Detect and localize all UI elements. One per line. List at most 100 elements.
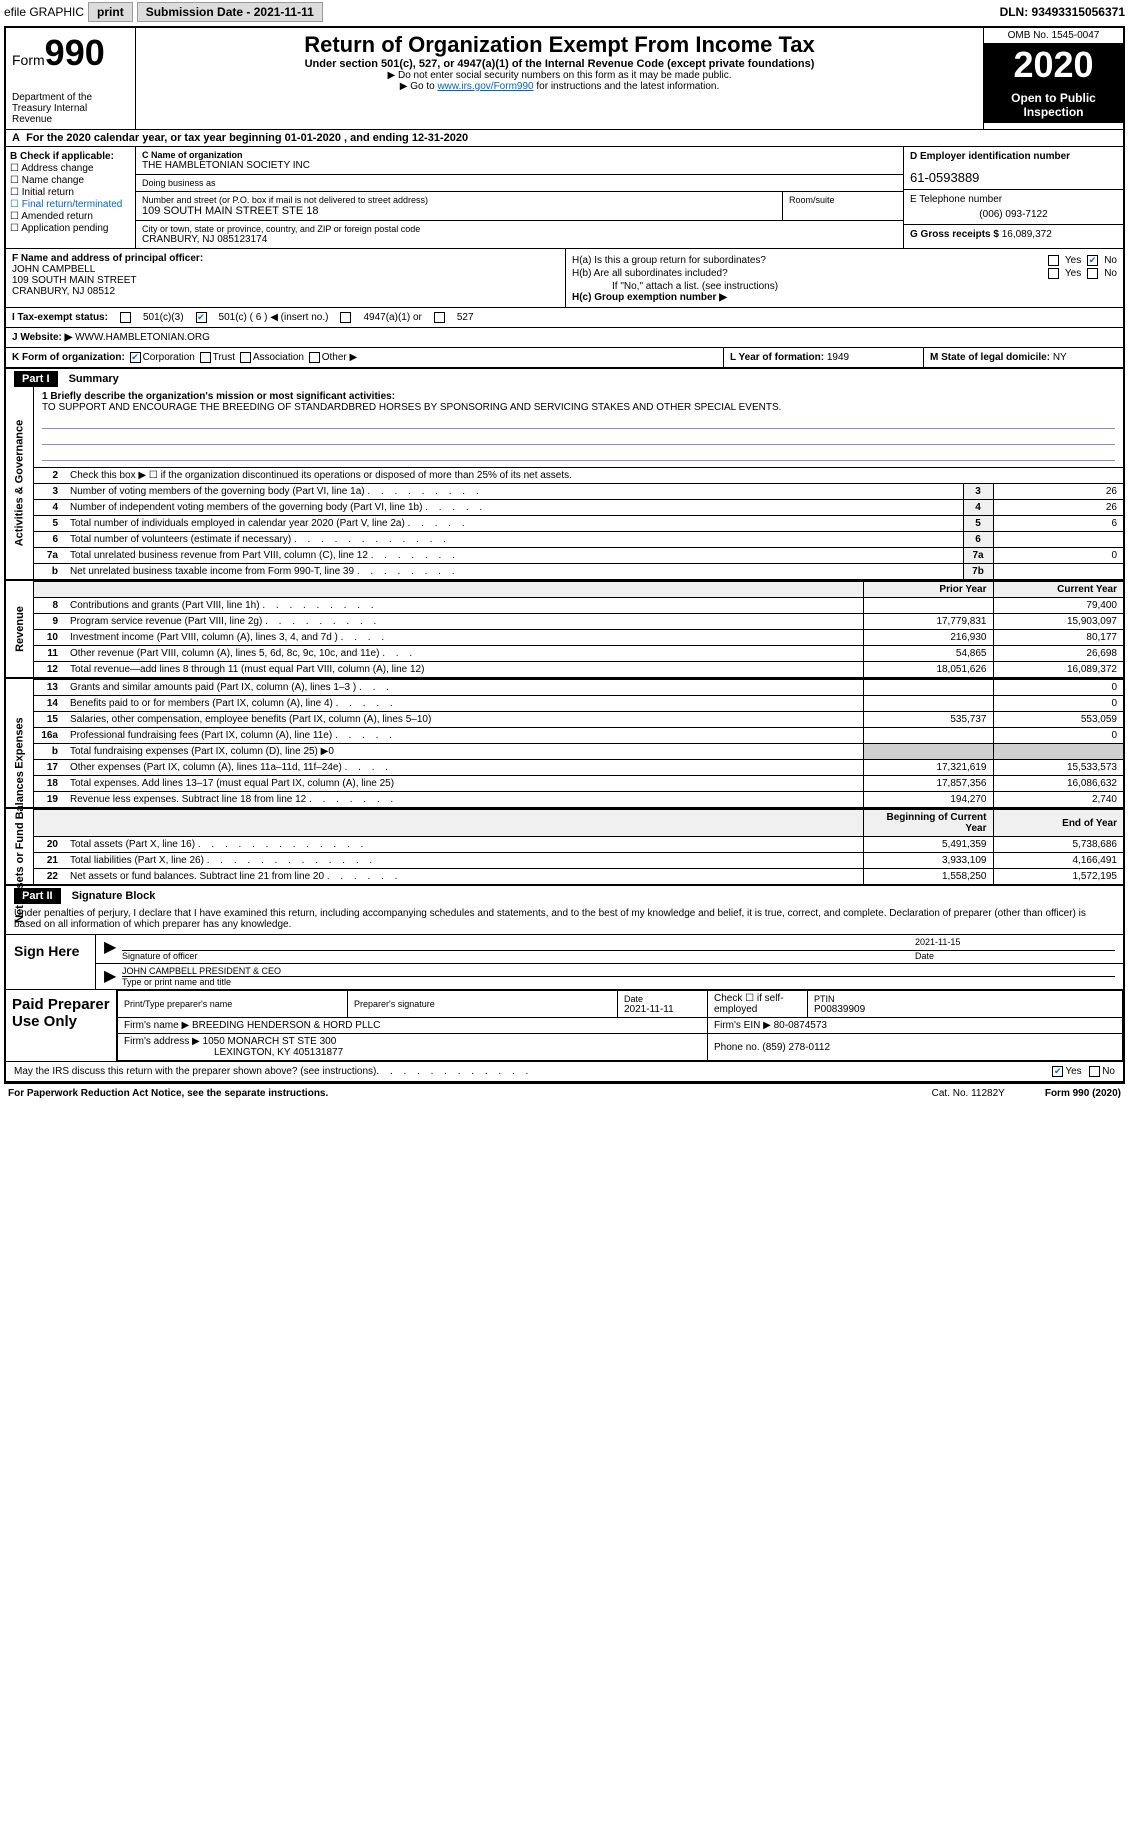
chk-pending[interactable]: ☐ Application pending <box>10 223 131 234</box>
pra-notice: For Paperwork Reduction Act Notice, see … <box>8 1088 328 1099</box>
line15-text: Salaries, other compensation, employee b… <box>64 712 863 728</box>
ha-label: H(a) Is this a group return for subordin… <box>572 255 1042 266</box>
firm-name-value: BREEDING HENDERSON & HORD PLLC <box>192 1020 380 1031</box>
line15-curr: 553,059 <box>993 712 1123 728</box>
tax-year: 2020 <box>984 44 1123 87</box>
line21-text: Total liabilities (Part X, line 26) . . … <box>64 853 863 869</box>
line8-text: Contributions and grants (Part VIII, lin… <box>64 598 863 614</box>
line22-end: 1,572,195 <box>993 869 1123 885</box>
form-subtitle: Under section 501(c), 527, or 4947(a)(1)… <box>140 58 979 70</box>
chk-trust[interactable] <box>200 352 211 363</box>
firm-phone-value: (859) 278-0112 <box>762 1042 830 1053</box>
prep-name-label: Print/Type preparer's name <box>124 999 341 1009</box>
chk-amended[interactable]: ☐ Amended return <box>10 211 131 222</box>
tax-status-label: I Tax-exempt status: <box>12 312 108 323</box>
irs-link[interactable]: www.irs.gov/Form990 <box>437 81 533 92</box>
period-label: A For the 2020 calendar year, or tax yea… <box>6 130 1123 147</box>
line20-text: Total assets (Part X, line 16) . . . . .… <box>64 837 863 853</box>
line9-curr: 15,903,097 <box>993 614 1123 630</box>
ein-label: D Employer identification number <box>910 151 1117 162</box>
line3-val: 26 <box>993 484 1123 500</box>
line12-curr: 16,089,372 <box>993 662 1123 678</box>
lyear-label: L Year of formation: <box>730 352 824 363</box>
city-value: CRANBURY, NJ 085123174 <box>142 234 897 245</box>
line18-curr: 16,086,632 <box>993 776 1123 792</box>
sig-date-value: 2021-11-15 <box>915 937 1115 951</box>
form-title: Return of Organization Exempt From Incom… <box>140 32 979 58</box>
hc-label: H(c) Group exemption number ▶ <box>572 292 1117 303</box>
line16a-text: Professional fundraising fees (Part IX, … <box>64 728 863 744</box>
chk-address-change[interactable]: ☐ Address change <box>10 163 131 174</box>
prep-check-label: Check ☐ if self-employed <box>708 991 808 1018</box>
gross-label: G Gross receipts $ <box>910 229 999 240</box>
lyear-value: 1949 <box>827 352 849 363</box>
org-name: THE HAMBLETONIAN SOCIETY INC <box>142 160 897 171</box>
form-number: Form990 <box>12 32 129 74</box>
line14-curr: 0 <box>993 696 1123 712</box>
line6-text: Total number of volunteers (estimate if … <box>64 532 963 548</box>
gross-value: 16,089,372 <box>1002 229 1052 240</box>
discuss-yes-chk[interactable] <box>1052 1066 1063 1077</box>
sig-arrow-icon: ▶ <box>104 937 122 961</box>
chk-final-return[interactable]: ☐ Final return/terminated <box>10 199 131 210</box>
chk-4947[interactable] <box>340 312 351 323</box>
line16a-curr: 0 <box>993 728 1123 744</box>
hb-no-chk[interactable] <box>1087 268 1098 279</box>
ptin-label: PTIN <box>814 994 1116 1004</box>
dln-label: DLN: 93493315056371 <box>1000 5 1125 19</box>
sig-arrow-icon: ▶ <box>104 966 122 987</box>
line7a-text: Total unrelated business revenue from Pa… <box>64 548 963 564</box>
line19-text: Revenue less expenses. Subtract line 18 … <box>64 792 863 808</box>
phone-value: (006) 093-7122 <box>910 205 1117 220</box>
open-public-label: Open to Public Inspection <box>984 87 1123 123</box>
line14-text: Benefits paid to or for members (Part IX… <box>64 696 863 712</box>
ha-no-chk[interactable] <box>1087 255 1098 266</box>
ha-yes-chk[interactable] <box>1048 255 1059 266</box>
chk-501c3[interactable] <box>120 312 131 323</box>
room-label: Room/suite <box>789 195 897 205</box>
note-ssn: ▶ Do not enter social security numbers o… <box>140 70 979 81</box>
line4-text: Number of independent voting members of … <box>64 500 963 516</box>
sign-here-label: Sign Here <box>6 935 96 989</box>
line10-curr: 80,177 <box>993 630 1123 646</box>
cat-number: Cat. No. 11282Y <box>932 1088 1005 1099</box>
line17-curr: 15,533,573 <box>993 760 1123 776</box>
line22-text: Net assets or fund balances. Subtract li… <box>64 869 863 885</box>
discuss-no-chk[interactable] <box>1089 1066 1100 1077</box>
ptin-value: P00839909 <box>814 1004 1116 1015</box>
prep-sig-label: Preparer's signature <box>354 999 611 1009</box>
print-button[interactable]: print <box>88 2 133 22</box>
chk-assoc[interactable] <box>240 352 251 363</box>
chk-name-change[interactable]: ☐ Name change <box>10 175 131 186</box>
line7a-val: 0 <box>993 548 1123 564</box>
line21-end: 4,166,491 <box>993 853 1123 869</box>
current-year-header: Current Year <box>993 582 1123 598</box>
prep-date-value: 2021-11-11 <box>624 1004 701 1015</box>
line16b-text: Total fundraising expenses (Part IX, col… <box>64 744 863 760</box>
sig-date-label: Date <box>915 951 934 961</box>
submission-date: Submission Date - 2021-11-11 <box>137 2 323 22</box>
line7b-val <box>993 564 1123 580</box>
line13-curr: 0 <box>993 680 1123 696</box>
line10-text: Investment income (Part VIII, column (A)… <box>64 630 863 646</box>
chk-corp[interactable] <box>130 352 141 363</box>
officer-name: JOHN CAMPBELL <box>12 264 559 275</box>
line20-end: 5,738,686 <box>993 837 1123 853</box>
dept-label: Department of the Treasury Internal Reve… <box>12 92 129 125</box>
chk-initial-return[interactable]: ☐ Initial return <box>10 187 131 198</box>
governance-label: Activities & Governance <box>14 420 26 547</box>
sig-officer-label: Signature of officer <box>122 951 197 961</box>
expenses-label: Expenses <box>14 717 26 768</box>
line18-text: Total expenses. Add lines 13–17 (must eq… <box>64 776 863 792</box>
chk-other[interactable] <box>309 352 320 363</box>
chk-527[interactable] <box>434 312 445 323</box>
line12-text: Total revenue—add lines 8 through 11 (mu… <box>64 662 863 678</box>
firm-addr1-value: 1050 MONARCH ST STE 300 <box>203 1036 337 1047</box>
line7b-text: Net unrelated business taxable income fr… <box>64 564 963 580</box>
end-year-header: End of Year <box>993 810 1123 837</box>
hb-yes-chk[interactable] <box>1048 268 1059 279</box>
chk-501c6[interactable] <box>196 312 207 323</box>
prior-year-header: Prior Year <box>863 582 993 598</box>
addr-label: Number and street (or P.O. box if mail i… <box>142 195 776 205</box>
officer-label: F Name and address of principal officer: <box>12 253 559 264</box>
